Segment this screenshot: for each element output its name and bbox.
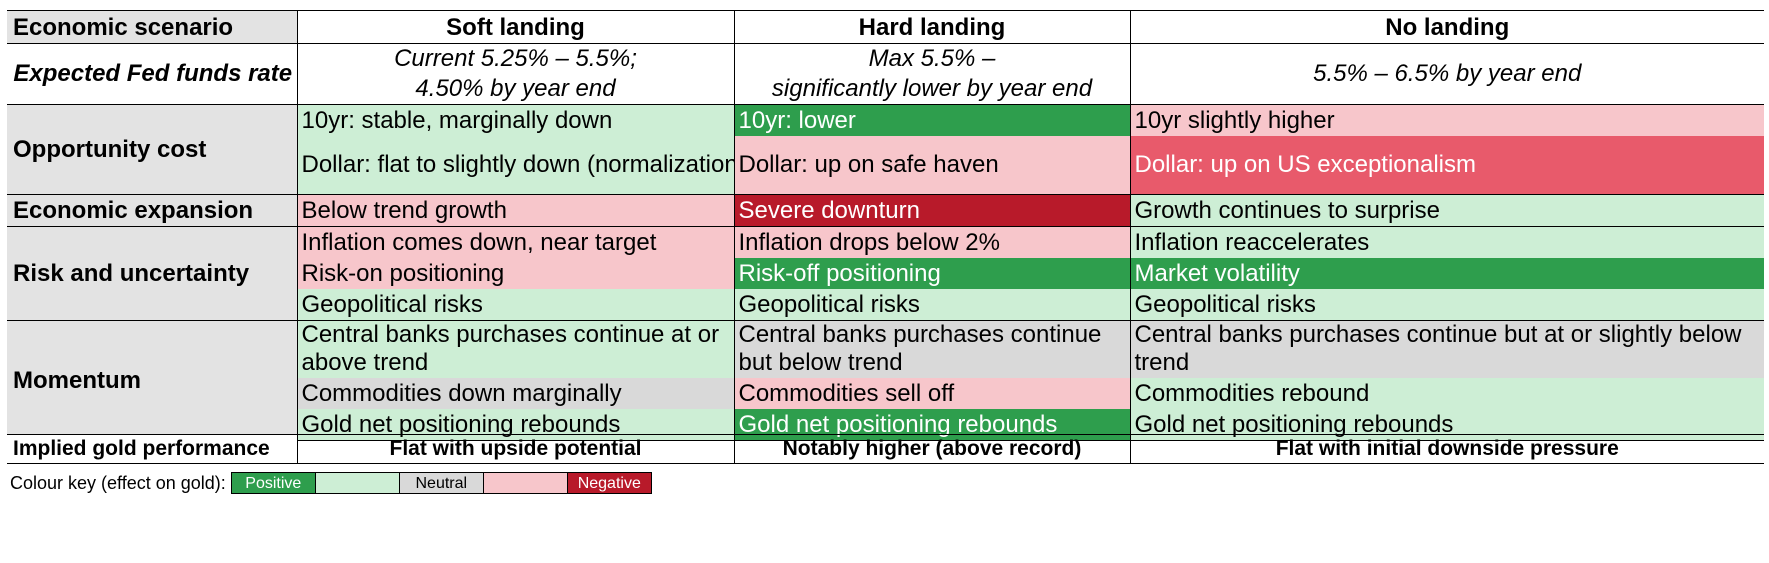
cell: Geopolitical risks (297, 288, 735, 321)
cell: Commodities down marginally (297, 378, 735, 409)
negative-swatch: Negative (566, 472, 652, 494)
header-row: Economic scenario Soft landing Hard land… (7, 10, 1764, 44)
momentum-row-1: Momentum Central banks purchases continu… (7, 320, 1764, 441)
colour-key: Colour key (effect on gold): Positive Ne… (10, 470, 652, 496)
scenario-table: Economic scenario Soft landing Hard land… (7, 10, 1764, 441)
implied-row: Implied gold performance Flat with upsid… (7, 434, 1764, 464)
header-soft-landing: Soft landing (297, 10, 735, 44)
cell: Geopolitical risks (734, 288, 1131, 321)
risk-row-3: Geopolitical risks Geopolitical risks Ge… (7, 288, 1764, 321)
cell: Inflation reaccelerates (1130, 226, 1764, 258)
cell: 10yr: stable, marginally down (297, 104, 735, 136)
implied-performance: Implied gold performance Flat with upsid… (7, 434, 1764, 464)
expansion-label: Economic expansion (7, 194, 298, 227)
positive-swatch: Positive (230, 472, 316, 494)
cell: Severe downturn (734, 194, 1131, 227)
fed-label: Expected Fed funds rate (7, 43, 298, 105)
cell: Below trend growth (297, 194, 735, 227)
light-negative-swatch (482, 472, 568, 494)
cell: Commodities rebound (1130, 378, 1764, 409)
opportunity-row-2: Dollar: flat to slightly down (normaliza… (7, 136, 1764, 195)
cell: Inflation comes down, near target (297, 226, 735, 258)
header-hard-landing: Hard landing (734, 10, 1131, 44)
cell: Central banks purchases continue at or a… (297, 320, 735, 378)
risk-label: Risk and uncertainty (7, 226, 298, 321)
cell: 10yr slightly higher (1130, 104, 1764, 136)
cell: 10yr: lower (734, 104, 1131, 136)
fed-row: Expected Fed funds rate Current 5.25% – … (7, 43, 1764, 105)
implied-soft: Flat with upside potential (297, 434, 735, 464)
header-no-landing: No landing (1130, 10, 1764, 44)
cell: Risk-off positioning (734, 257, 1131, 289)
expansion-row: Economic expansion Below trend growth Se… (7, 194, 1764, 227)
header-label: Economic scenario (7, 10, 298, 44)
fed-hard: Max 5.5% – significantly lower by year e… (734, 43, 1131, 105)
fed-no: 5.5% – 6.5% by year end (1130, 43, 1764, 105)
cell: Inflation drops below 2% (734, 226, 1131, 258)
cell: Commodities sell off (734, 378, 1131, 409)
neutral-swatch: Neutral (398, 472, 484, 494)
cell: Geopolitical risks (1130, 288, 1764, 321)
risk-row-2: Risk-on positioning Risk-off positioning… (7, 257, 1764, 289)
light-positive-swatch (314, 472, 400, 494)
cell: Dollar: flat to slightly down (normaliza… (297, 136, 735, 195)
momentum-row-2: Commodities down marginally Commodities … (7, 378, 1764, 409)
cell: Central banks purchases continue but at … (1130, 320, 1764, 378)
cell: Dollar: up on US exceptionalism (1130, 136, 1764, 195)
implied-label: Implied gold performance (7, 434, 298, 464)
cell: Risk-on positioning (297, 257, 735, 289)
implied-no: Flat with initial downside pressure (1130, 434, 1764, 464)
momentum-label: Momentum (7, 320, 298, 441)
opportunity-row-1: Opportunity cost 10yr: stable, marginall… (7, 104, 1764, 195)
implied-hard: Notably higher (above record) (734, 434, 1131, 464)
cell: Dollar: up on safe haven (734, 136, 1131, 195)
colour-key-title: Colour key (effect on gold): (10, 472, 226, 493)
opportunity-label: Opportunity cost (7, 104, 298, 195)
fed-soft: Current 5.25% – 5.5%; 4.50% by year end (297, 43, 735, 105)
cell: Market volatility (1130, 257, 1764, 289)
cell: Growth continues to surprise (1130, 194, 1764, 227)
risk-row-1: Risk and uncertainty Inflation comes dow… (7, 226, 1764, 321)
cell: Central banks purchases continue but bel… (734, 320, 1131, 378)
